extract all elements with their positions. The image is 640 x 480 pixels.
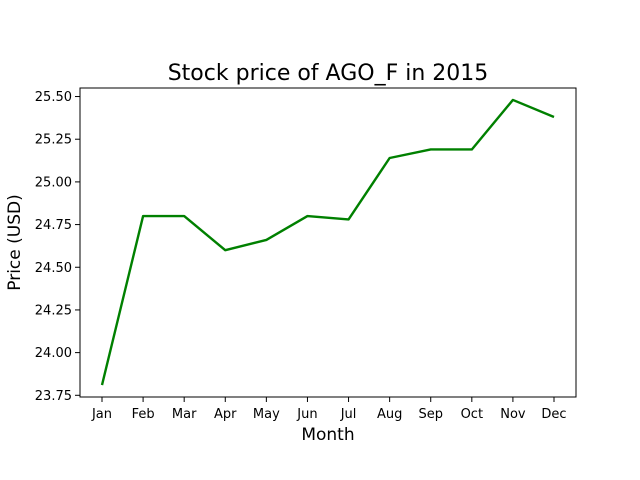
x-tick-label: Aug [377,407,402,422]
x-tick-label: Jan [91,407,112,422]
x-tick-label: Mar [172,407,197,422]
y-tick-label: 24.25 [35,303,72,318]
y-axis-label: Price (USD) [5,194,25,290]
y-tick-label: 25.25 [35,133,72,148]
y-tick-label: 25.00 [35,175,72,190]
x-tick-label: Oct [461,407,483,422]
x-tick-label: Feb [132,407,155,422]
price-line [100,98,555,386]
x-axis-ticks: Jan Feb Mar Apr May Jun Jul Aug Sep Oct Nov Dec [91,397,567,422]
y-tick-label: 24.75 [35,218,72,233]
y-tick-label: 24.50 [35,261,72,276]
x-tick-label: Jul [340,407,357,422]
x-axis-label: Month [301,425,354,445]
series-group [100,98,555,386]
y-tick-label: 25.50 [35,90,72,105]
x-tick-label: Sep [418,407,443,422]
y-tick-label: 24.00 [35,346,72,361]
x-tick-label: Dec [541,407,566,422]
y-axis-ticks: 23.75 24.00 24.25 24.50 24.75 25.00 25.25 25.50 [35,90,80,404]
x-tick-label: Apr [214,407,237,422]
x-tick-label: Nov [500,407,526,422]
plot-frame [79,87,577,398]
chart-title: Stock price of AGO_F in 2015 [168,61,489,86]
y-tick-label: 23.75 [35,389,72,404]
x-tick-label: May [253,407,280,422]
x-tick-label: Jun [296,407,317,422]
